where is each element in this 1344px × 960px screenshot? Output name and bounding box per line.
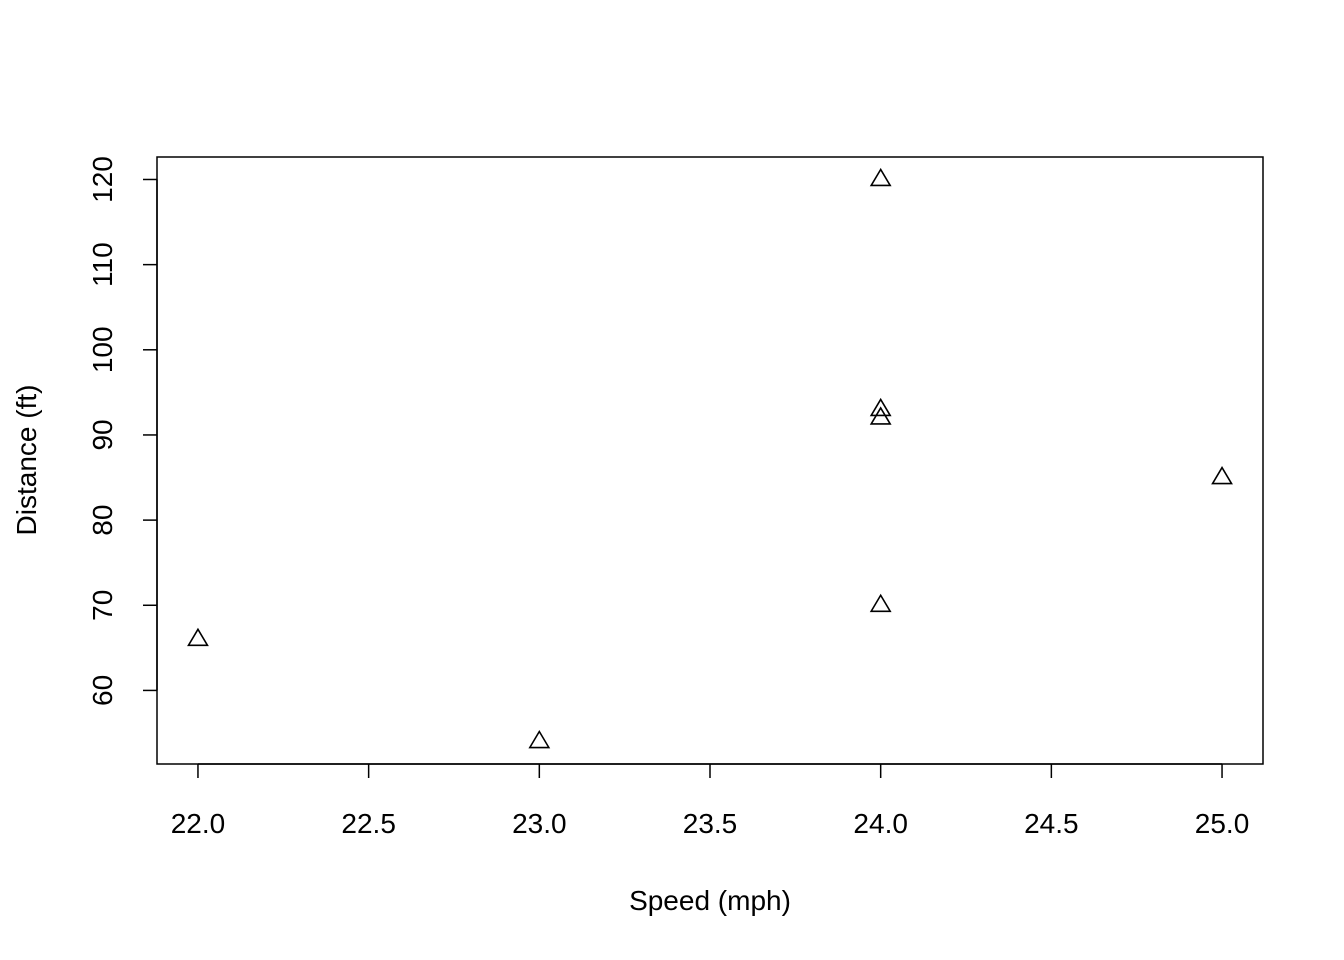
- data-point: [1211, 465, 1233, 485]
- y-axis: 60 70 80 90 100 110 120: [87, 156, 158, 706]
- x-tick-label: 24.0: [853, 808, 908, 839]
- data-point: [869, 593, 892, 613]
- y-tick-label: 80: [87, 505, 118, 536]
- y-tick-label: 60: [87, 675, 118, 706]
- x-tick-label: 22.5: [341, 808, 396, 839]
- y-axis-label: Distance (ft): [11, 385, 42, 536]
- data-points: [187, 167, 1233, 749]
- x-tick-label: 25.0: [1195, 808, 1250, 839]
- x-tick-label: 23.0: [512, 808, 567, 839]
- data-point: [528, 729, 551, 749]
- x-axis-label: Speed (mph): [629, 885, 791, 916]
- y-tick-label: 100: [87, 326, 118, 373]
- x-axis: 22.0 22.5 23.0 23.5 24.0 24.5 25.0: [171, 763, 1250, 839]
- y-tick-label: 110: [87, 242, 118, 287]
- x-tick-label: 24.5: [1024, 808, 1079, 839]
- y-tick-label: 70: [87, 590, 118, 621]
- y-tick-label: 120: [87, 156, 118, 203]
- x-tick-label: 22.0: [171, 808, 226, 839]
- data-point: [869, 167, 892, 187]
- plot-frame: [156, 156, 1264, 765]
- x-tick-label: 23.5: [683, 808, 738, 839]
- data-point: [187, 627, 209, 647]
- y-tick-label: 90: [87, 419, 118, 450]
- data-point: [869, 397, 892, 417]
